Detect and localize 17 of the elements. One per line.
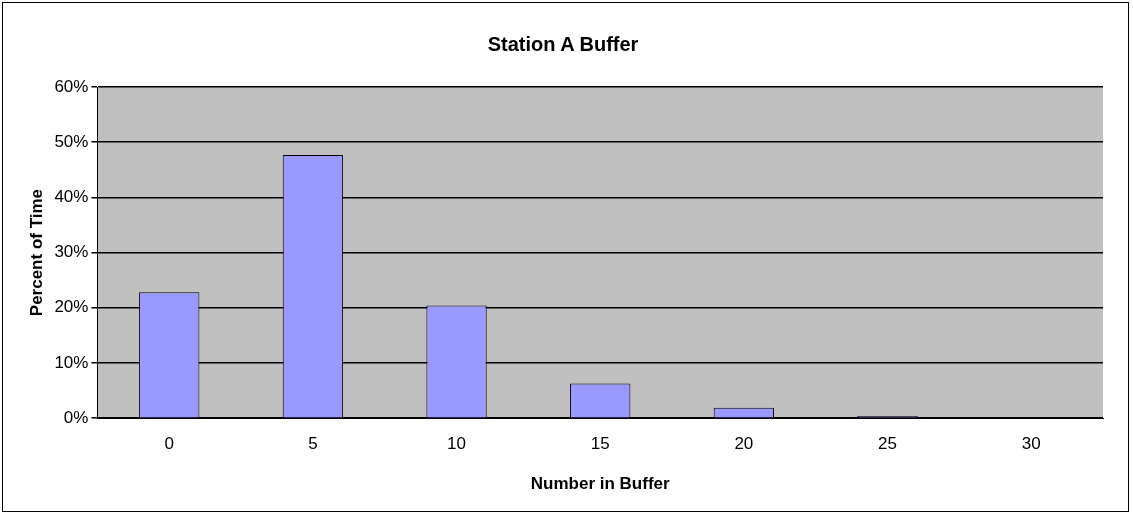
- x-tick-label: 0: [164, 434, 174, 454]
- y-tick-label: 50%: [54, 131, 89, 151]
- y-tick-label: 0%: [63, 407, 89, 427]
- x-tick-label: 15: [590, 434, 610, 454]
- x-tick-label: 20: [734, 434, 754, 454]
- x-tick-label: 10: [447, 434, 467, 454]
- x-tick-label: 25: [878, 434, 897, 454]
- x-tick-label: 5: [308, 434, 318, 454]
- y-tick-label: 30%: [54, 242, 89, 262]
- chart-title: Station A Buffer: [487, 32, 639, 55]
- y-tick-label: 20%: [54, 297, 89, 317]
- y-tick-label: 60%: [54, 76, 89, 96]
- y-tick-label: 10%: [54, 352, 89, 372]
- x-tick-label: 30: [1021, 434, 1041, 454]
- y-tick-label: 40%: [54, 187, 89, 207]
- x-axis-title: Number in Buffer: [530, 474, 671, 494]
- y-axis-title: Percent of Time: [26, 188, 46, 317]
